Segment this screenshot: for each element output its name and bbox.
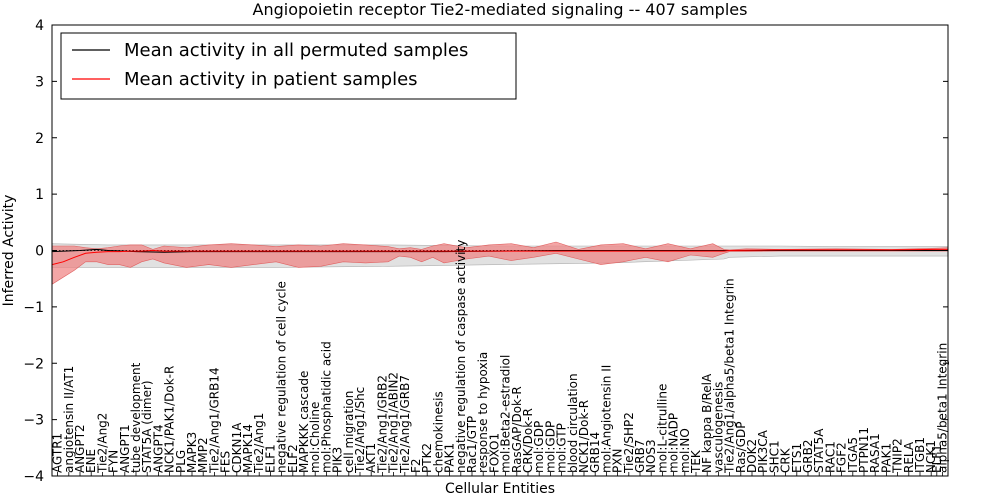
x-tick-label: RasGAP/Dok-R (510, 386, 524, 473)
x-tick-label: PIK3 (331, 447, 345, 473)
x-tick-label: ITGA5 (846, 437, 860, 473)
x-tick-label: mol:GDP (532, 421, 546, 473)
x-tick-label: AKT1 (364, 443, 378, 473)
x-tick-label: ANGPT1 (118, 424, 132, 473)
y-tick-label: −4 (23, 469, 44, 485)
x-tick-label: ETS1 (790, 443, 804, 473)
x-tick-label: RELA (902, 441, 916, 473)
y-tick-label: −2 (23, 356, 44, 372)
x-tick-label: Rac1/GTP (465, 416, 479, 473)
x-tick-label: NCK1/PAK1/Dok-R (163, 366, 177, 473)
x-tick-label: tube development (129, 362, 143, 473)
y-axis-label: Inferred Activity (1, 195, 17, 307)
x-tick-label: mol:GTP (555, 423, 569, 473)
x-tick-label: Ras/GDP (734, 422, 748, 474)
x-tick-label: Tie2/Ang1/alpha5/beta1 Integrin (723, 278, 737, 474)
x-axis-label: Cellular Entities (445, 481, 555, 497)
x-tick-label: Tie2/Ang1/Shc (353, 387, 367, 474)
x-tick-label: PLG (174, 450, 188, 473)
x-tick-label: ELF1 (930, 444, 944, 473)
y-tick-label: 3 (35, 74, 44, 90)
y-tick-label: 0 (35, 244, 44, 260)
x-tick-label: MAPK14 (241, 424, 255, 473)
x-tick-label: mol:Angiotensin II (599, 365, 613, 473)
x-tick-label: TNIP2 (891, 438, 905, 474)
x-tick-label: NOS3 (644, 439, 658, 473)
x-tick-label: mol:NADP (667, 413, 681, 473)
x-tick-label: ENE (84, 449, 98, 473)
x-tick-label: mol:Choline (308, 402, 322, 473)
legend: Mean activity in all permuted samples Me… (60, 32, 517, 100)
x-tick-label: PXN (611, 449, 625, 473)
x-tick-label: angiotensin II/AT1 (62, 366, 76, 473)
legend-entry-permuted: Mean activity in all permuted samples (124, 40, 468, 61)
x-tick-label: GRB7 (633, 439, 647, 473)
x-tick-label: MAPKKK cascade (297, 371, 311, 473)
x-tick-label: PTPN11 (857, 427, 871, 473)
x-tick-label: PIK3CA (756, 429, 770, 473)
x-tick-label: Tie2/Ang1 (252, 413, 266, 474)
x-tick-label: SHC1 (767, 440, 781, 473)
x-tick-label: mol:GDP (543, 421, 557, 473)
x-tick-label: ELF2 (286, 444, 300, 473)
x-tick-label: mol:L-citrulline (655, 384, 669, 473)
x-tick-label: ANGPT4 (151, 424, 165, 473)
x-tick-label: mol:Phosphatidic acid (319, 341, 333, 473)
x-tick-label: RAC1 (823, 441, 837, 473)
x-tick-label: TEK (689, 449, 703, 474)
x-tick-label: mol:NO (678, 428, 692, 473)
x-tick-label: RASA1 (868, 433, 882, 473)
x-tick-label: FYN (107, 450, 121, 473)
x-tick-label: Tie2/SHP2 (622, 412, 636, 474)
y-tick-label: 1 (35, 187, 44, 203)
x-tick-label: ITGB1 (913, 437, 927, 473)
x-tick-label: ELF1 (263, 444, 277, 473)
x-tick-label: FGF2 (835, 442, 849, 473)
x-tick-label: PAK1 (879, 443, 893, 473)
x-tick-label: DOK2 (745, 439, 759, 473)
legend-box (60, 32, 517, 100)
y-tick-label: 4 (35, 18, 44, 34)
y-tick-label: −1 (23, 300, 44, 316)
y-tick-label: −3 (23, 413, 44, 429)
x-tick-label: STAT5A (812, 428, 826, 473)
x-tick-label: AGTR1 (51, 433, 65, 473)
x-tick-label: GRB14 (588, 432, 602, 473)
x-tick-label: CRK/Dok-R (521, 408, 535, 473)
x-tick-label: vasculogenesis (711, 382, 725, 473)
x-tick-label: MAPK3 (185, 432, 199, 473)
x-tick-label: alpha5/beta1 Integrin (935, 343, 949, 473)
legend-entry-patient: Mean activity in patient samples (124, 69, 418, 90)
x-tick-label: Tie2/Ang2 (95, 413, 109, 474)
x-tick-label: GRB2 (801, 439, 815, 473)
chart-title: Angiopoietin receptor Tie2-mediated sign… (253, 0, 748, 19)
x-tick-label: Tie2/Ang1/GRB7 (398, 375, 412, 474)
x-tick-label: FOXO1 (487, 433, 501, 473)
x-tick-label: NCK1 (924, 440, 938, 473)
x-tick-label: F2 (409, 458, 423, 473)
x-tick-label: cell migration (342, 391, 356, 473)
x-tick-label: CDKN1A (230, 422, 244, 473)
x-tick-label: mol:Beta2-estradiol (499, 355, 513, 473)
x-tick-label: FES (219, 451, 233, 473)
x-tick-label: PTK2 (420, 443, 434, 473)
x-tick-label: negative regulation of cell cycle (275, 281, 289, 473)
x-tick-label: ANGPT2 (73, 424, 87, 473)
x-tick-label: MMP2 (196, 437, 210, 473)
x-tick-label: Tie2/Ang1/GRB2 (375, 375, 389, 474)
x-tick-label: Tie2/Ang1/ABIN2 (387, 372, 401, 474)
x-tick-label: blood circulation (566, 373, 580, 473)
x-tick-label: NCK1/Dok-R (577, 400, 591, 473)
x-tick-label: response to hypoxia (476, 352, 490, 473)
x-tick-label: negative regulation of caspase activity (454, 240, 468, 473)
y-tick-label: 2 (35, 131, 44, 147)
x-tick-label: chemokinesis (431, 391, 445, 473)
x-tick-label: STAT5A (dimer) (140, 380, 154, 473)
x-tick-label: NF kappa B/RelA (700, 373, 714, 473)
x-tick-label: Tie2/Ang1/GRB14 (207, 367, 221, 474)
series-line-patient (51, 248, 948, 266)
x-tick-label: CRK (779, 447, 793, 473)
x-tick-label: PAK1 (443, 443, 457, 473)
